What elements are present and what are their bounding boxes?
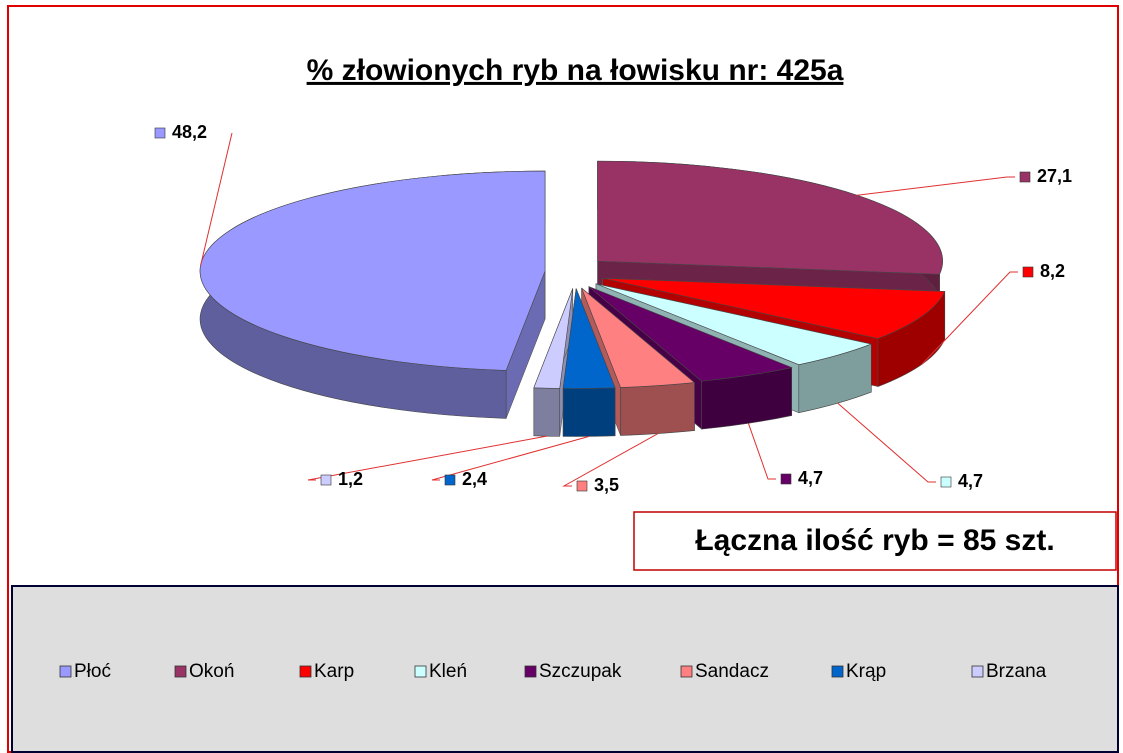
slice (581, 287, 696, 388)
slice (602, 277, 946, 339)
leader-line (921, 271, 1018, 365)
slice-side (620, 382, 695, 436)
legend-key (299, 665, 312, 678)
label-key (780, 473, 792, 485)
annotation-box (633, 511, 1117, 571)
label-key (576, 480, 588, 492)
slice (533, 288, 574, 389)
leader-line (431, 435, 590, 481)
legend-label: Krąp (846, 661, 886, 682)
legend-label: Brzana (986, 661, 1047, 682)
legend-label: Kleń (429, 661, 467, 682)
leader-line (837, 402, 936, 483)
leader-line (747, 423, 776, 480)
legend-label: Płoć (74, 661, 111, 682)
label-key (1022, 266, 1034, 278)
data-label: 27,1 (1037, 166, 1072, 186)
legend-key (831, 665, 844, 678)
legend-label: Okoń (189, 661, 234, 682)
annotation: Łączna ilość ryb = 85 szt. (695, 524, 1054, 557)
legend-key (971, 665, 984, 678)
data-label: 1,2 (338, 469, 363, 489)
data-label: 8,2 (1040, 261, 1065, 281)
slice (595, 283, 873, 365)
legend-key (524, 665, 537, 678)
legend-label: Karp (314, 661, 354, 682)
label-key (444, 474, 456, 486)
slice (588, 286, 793, 382)
slice-side (533, 387, 561, 437)
data-label: 48,2 (172, 122, 207, 142)
label-key (940, 476, 952, 488)
label-key (154, 127, 166, 139)
data-label: 3,5 (594, 475, 619, 495)
legend-key (680, 665, 693, 678)
legend-label: Szczupak (539, 661, 622, 682)
pie (199, 160, 946, 437)
legend-label: Sandacz (695, 661, 769, 682)
slice (199, 170, 546, 371)
legend-key (414, 665, 427, 678)
label-key (320, 474, 332, 486)
data-label: 4,7 (958, 471, 983, 491)
label-key (1019, 171, 1031, 183)
leader-line (307, 435, 547, 481)
data-label: 4,7 (798, 468, 823, 488)
slice-side (562, 387, 616, 437)
slice (562, 288, 616, 389)
leader-line (200, 132, 233, 266)
leader-line (562, 433, 659, 487)
data-label: 2,4 (462, 469, 487, 489)
legend-key (174, 665, 187, 678)
legend-box (11, 585, 1119, 753)
leader-line (857, 176, 1015, 196)
chart-title: % złowionych ryb na łowisku nr: 425a (307, 54, 844, 87)
legend-key (59, 665, 72, 678)
